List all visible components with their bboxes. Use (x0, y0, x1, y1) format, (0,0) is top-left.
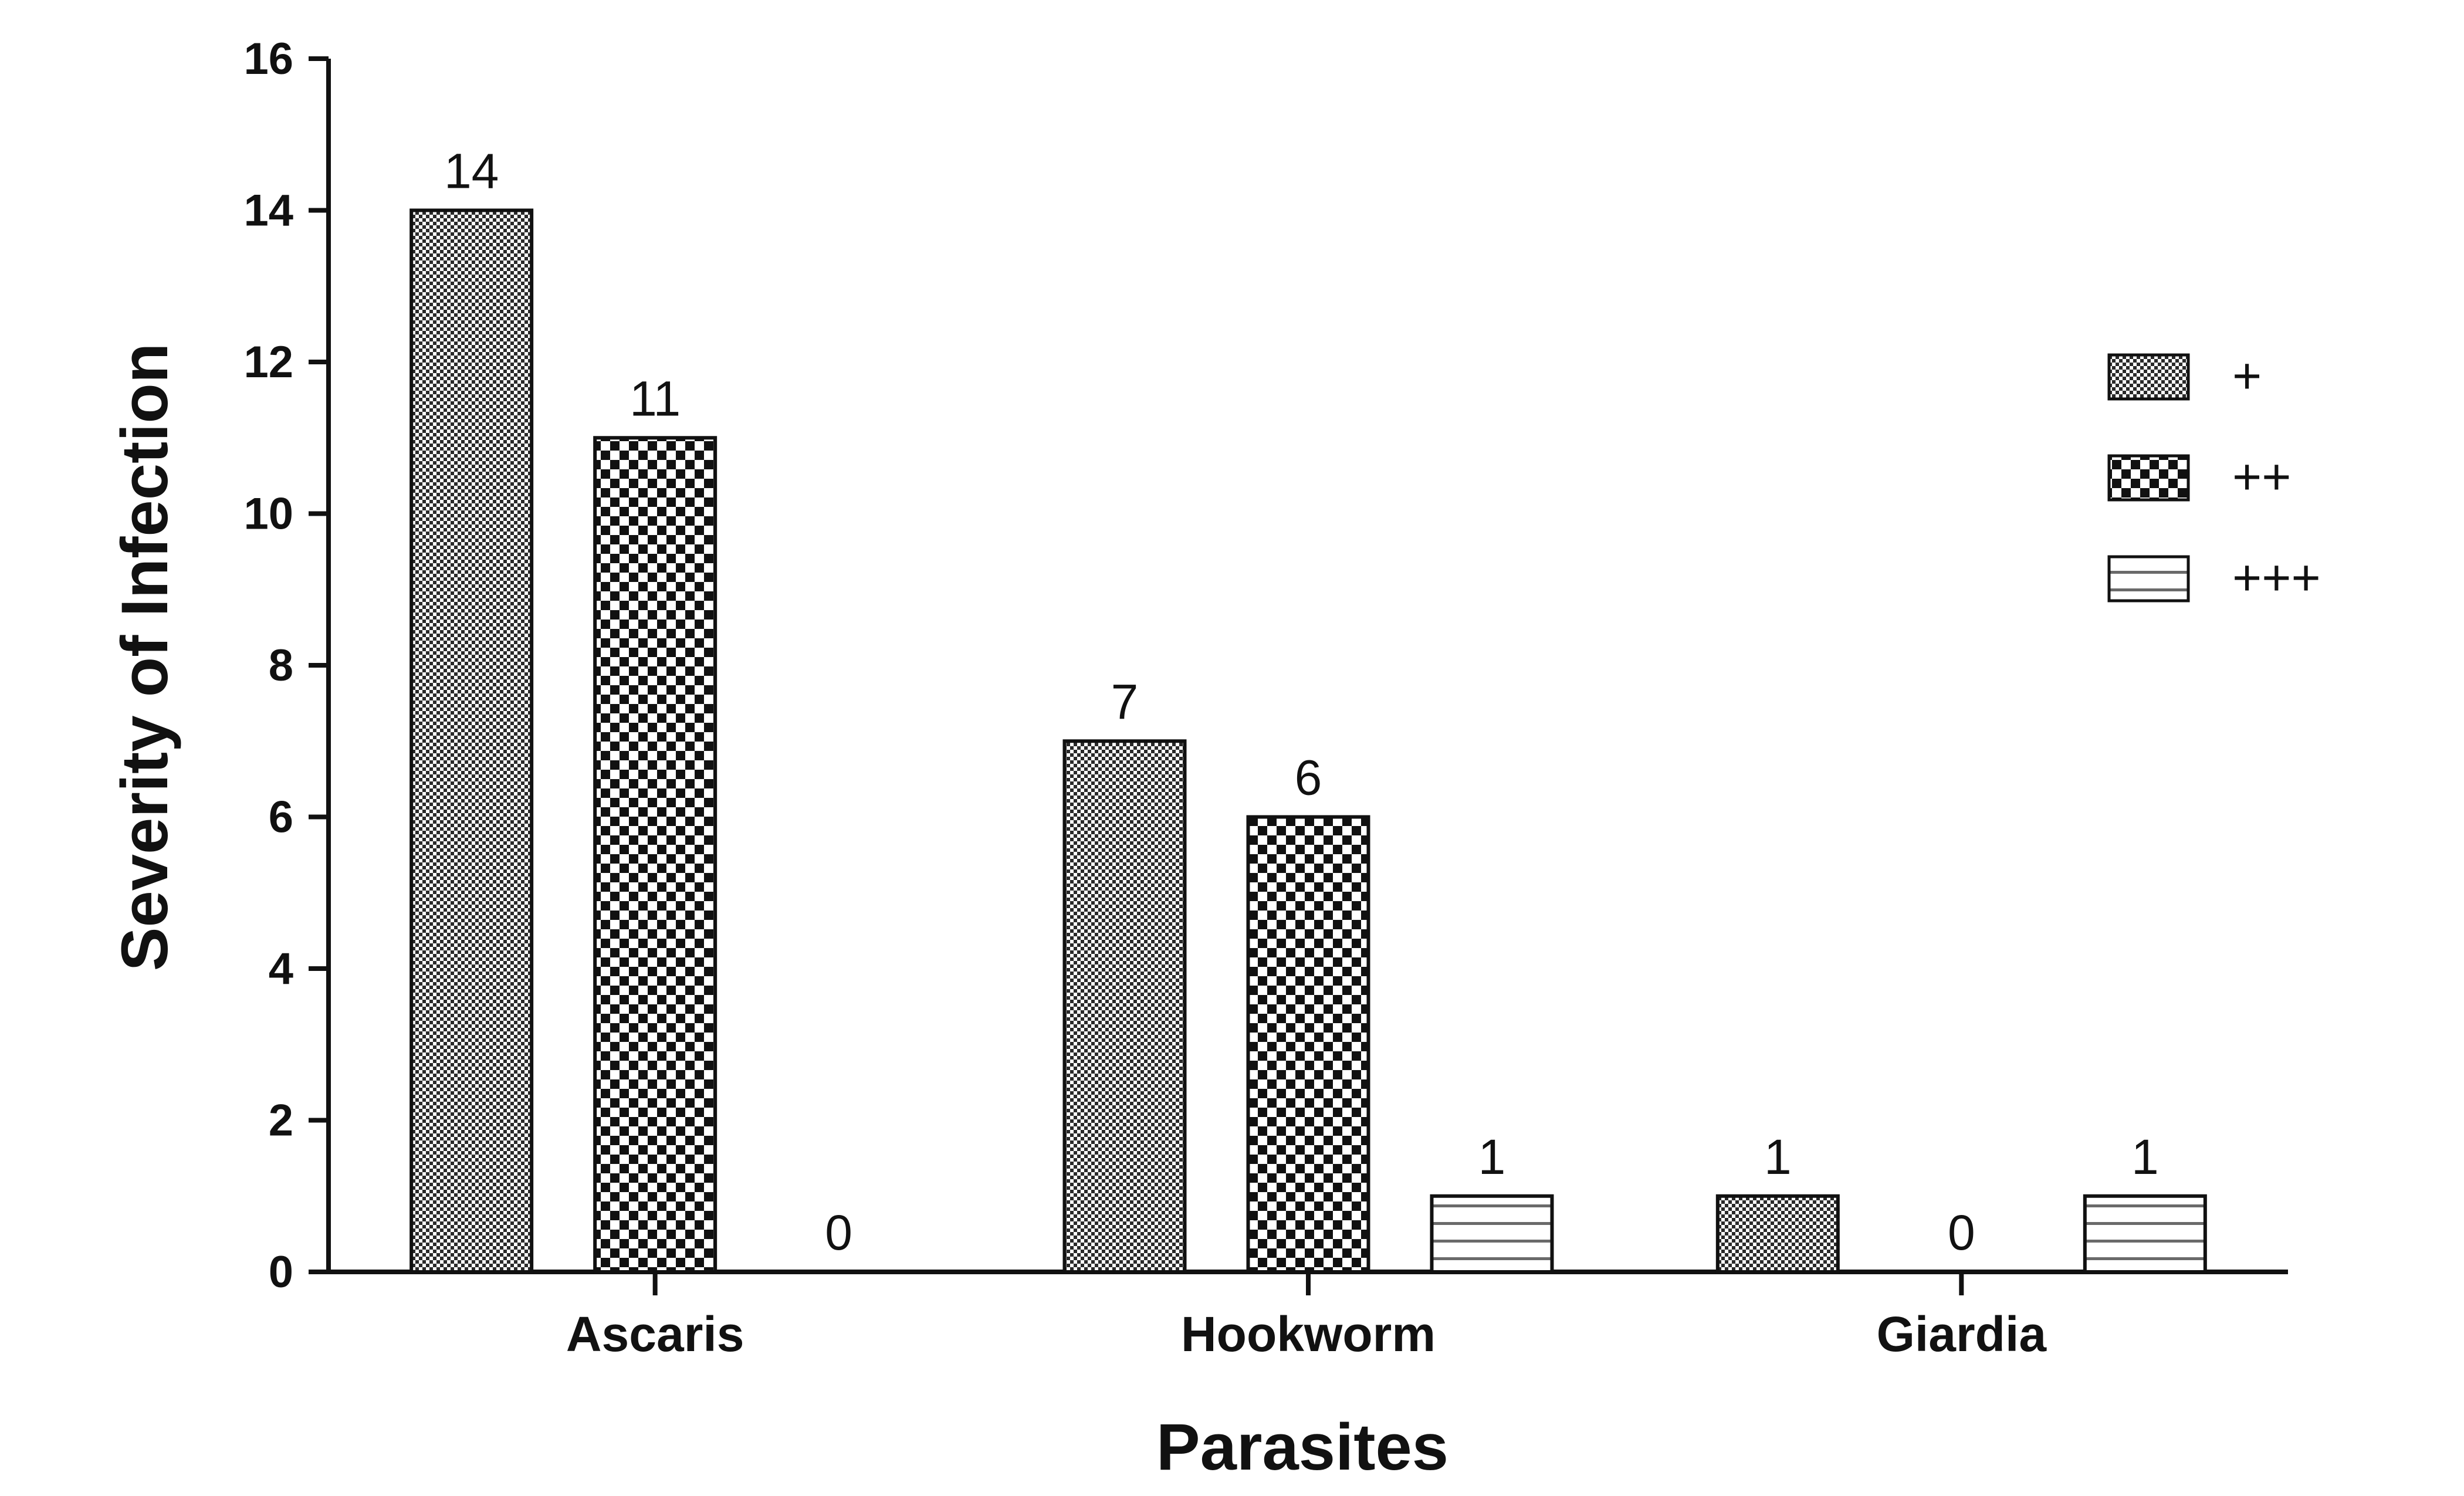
bar (593, 436, 717, 1274)
data-label: 7 (1111, 674, 1139, 729)
bar (1246, 815, 1370, 1274)
data-label: 0 (825, 1205, 852, 1260)
plot-area: 0246810121416Ascaris14110Hookworm761Giar… (243, 34, 2320, 1362)
legend-swatch (2107, 555, 2190, 603)
x-tick-label: Ascaris (566, 1307, 744, 1362)
legend-label: +++ (2232, 550, 2321, 606)
legend-label: ++ (2232, 449, 2291, 505)
data-label: 6 (1295, 750, 1322, 805)
y-tick-label: 6 (269, 793, 293, 842)
y-tick-label: 10 (243, 489, 293, 539)
y-axis-title: Severity of Infection (108, 343, 181, 971)
y-tick-label: 14 (243, 186, 293, 236)
data-label: 1 (1478, 1129, 1506, 1184)
bar (1715, 1194, 1840, 1274)
y-tick-label: 0 (269, 1247, 293, 1297)
bar (1062, 739, 1187, 1274)
y-tick-label: 12 (243, 337, 293, 387)
y-tick-label: 16 (243, 34, 293, 84)
legend-swatch (2107, 353, 2190, 401)
bar (1430, 1194, 1554, 1274)
data-label: 0 (1948, 1205, 1975, 1260)
legend-label: + (2232, 348, 2262, 404)
x-tick-label: Hookworm (1181, 1307, 1436, 1362)
y-tick-label: 8 (269, 641, 293, 691)
x-axis-title: Parasites (1156, 1410, 1448, 1484)
bar (409, 208, 534, 1274)
data-label: 1 (1764, 1129, 1792, 1184)
x-tick-label: Giardia (1877, 1307, 2047, 1362)
data-label: 11 (629, 371, 681, 426)
data-label: 14 (444, 144, 499, 199)
y-tick-label: 2 (269, 1096, 293, 1146)
legend-swatch (2107, 454, 2190, 502)
y-tick-label: 4 (269, 944, 293, 994)
data-label: 1 (2131, 1129, 2159, 1184)
bar (2083, 1194, 2207, 1274)
